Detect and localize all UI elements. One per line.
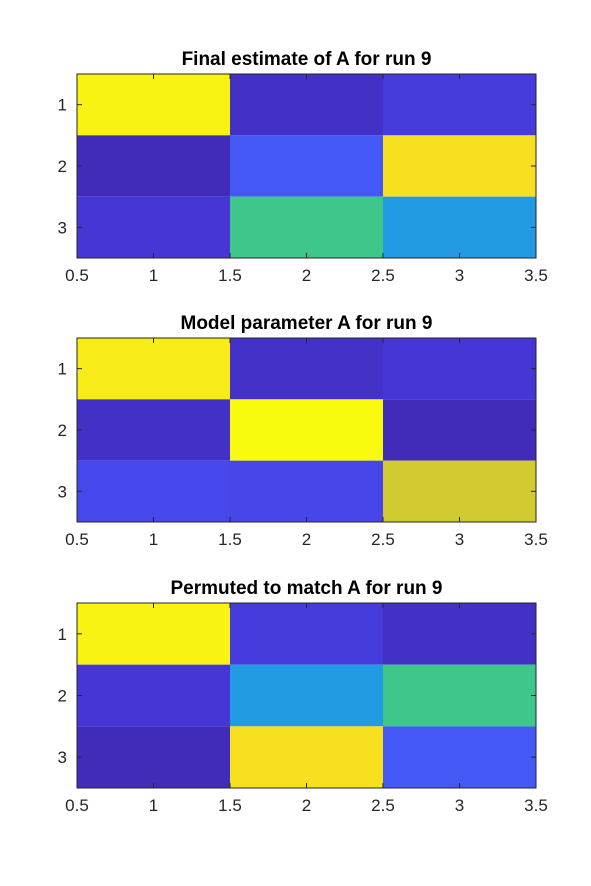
x-tick-label: 1.5 [218, 796, 242, 815]
chart-title: Model parameter A for run 9 [181, 313, 433, 334]
heatmap-cell-r2-c2 [230, 664, 383, 727]
y-tick-label: 1 [58, 360, 67, 379]
x-tick-label: 3 [455, 530, 464, 549]
heatmap-cell-r3-c2 [230, 196, 383, 258]
y-tick-label: 3 [58, 482, 67, 501]
heatmap-panel-2: Model parameter A for run 9 0.5 1 1.5 2 2.5 3 3… [58, 313, 548, 549]
heatmap-cell-r3-c3 [383, 726, 536, 788]
x-tick-label: 1 [149, 530, 158, 549]
x-tick-label: 0.5 [65, 266, 89, 285]
x-tick-label: 2 [302, 530, 311, 549]
heatmap-cell-r1-c2 [230, 338, 383, 400]
x-tick-label: 3 [455, 266, 464, 285]
heatmap-cell-r2-c1 [77, 664, 230, 727]
x-tick-label: 2 [302, 266, 311, 285]
heatmap-cell-r3-c1 [77, 726, 230, 788]
heatmap-cell-r2-c3 [383, 135, 536, 197]
y-tick-label: 2 [58, 157, 67, 176]
y-tick-label: 3 [58, 748, 67, 767]
x-tick-label: 2.5 [371, 266, 395, 285]
x-tick-label: 3.5 [524, 266, 548, 285]
heatmap-cell-r1-c3 [383, 74, 536, 136]
heatmap-cell-r1-c2 [230, 603, 383, 665]
heatmap-cell-r3-c2 [230, 726, 383, 788]
x-tick-label: 3.5 [524, 796, 548, 815]
x-tick-label: 2 [302, 796, 311, 815]
heatmap-cell-r1-c1 [77, 603, 230, 665]
heatmap-cell-r3-c1 [77, 460, 230, 522]
heatmap-cell-r3-c3 [383, 460, 536, 522]
heatmap-cell-r2-c2 [230, 135, 383, 197]
heatmap-cell-r3-c1 [77, 196, 230, 258]
x-tick-label: 3.5 [524, 530, 548, 549]
y-tick-label: 2 [58, 421, 67, 440]
x-tick-label: 1.5 [218, 530, 242, 549]
chart-title: Final estimate of A for run 9 [182, 49, 432, 70]
x-tick-label: 2.5 [371, 530, 395, 549]
heatmap-cell-r1-c2 [230, 74, 383, 136]
x-tick-label: 2.5 [371, 796, 395, 815]
y-tick-label: 3 [58, 218, 67, 237]
x-tick-label: 1 [149, 796, 158, 815]
heatmap-cell-r1-c3 [383, 338, 536, 400]
y-tick-label: 2 [58, 687, 67, 706]
heatmap-cell-r3-c2 [230, 460, 383, 522]
x-tick-label: 1.5 [218, 266, 242, 285]
heatmap-cell-r1-c1 [77, 74, 230, 136]
heatmap-cell-r2-c1 [77, 399, 230, 461]
y-tick-label: 1 [58, 625, 67, 644]
heatmap-cell-r2-c1 [77, 135, 230, 197]
heatmap-cell-r2-c2 [230, 399, 383, 461]
heatmap-cell-r2-c3 [383, 399, 536, 461]
x-tick-label: 0.5 [65, 530, 89, 549]
x-tick-label: 1 [149, 266, 158, 285]
heatmap-panel-1: Final estimate of A for run 9 0.5 1 1.5 2 2.5… [58, 49, 548, 285]
heatmap-cell-r1-c1 [77, 338, 230, 400]
heatmap-cell-r3-c3 [383, 196, 536, 258]
heatmap-panel-3: Permuted to match A for run 9 0.5 1 1.5 2 2.5… [58, 578, 548, 815]
y-tick-label: 1 [58, 96, 67, 115]
heatmap-cell-r1-c3 [383, 603, 536, 665]
x-tick-label: 3 [455, 796, 464, 815]
chart-title: Permuted to match A for run 9 [170, 578, 442, 599]
heatmap-cell-r2-c3 [383, 664, 536, 727]
x-tick-label: 0.5 [65, 796, 89, 815]
